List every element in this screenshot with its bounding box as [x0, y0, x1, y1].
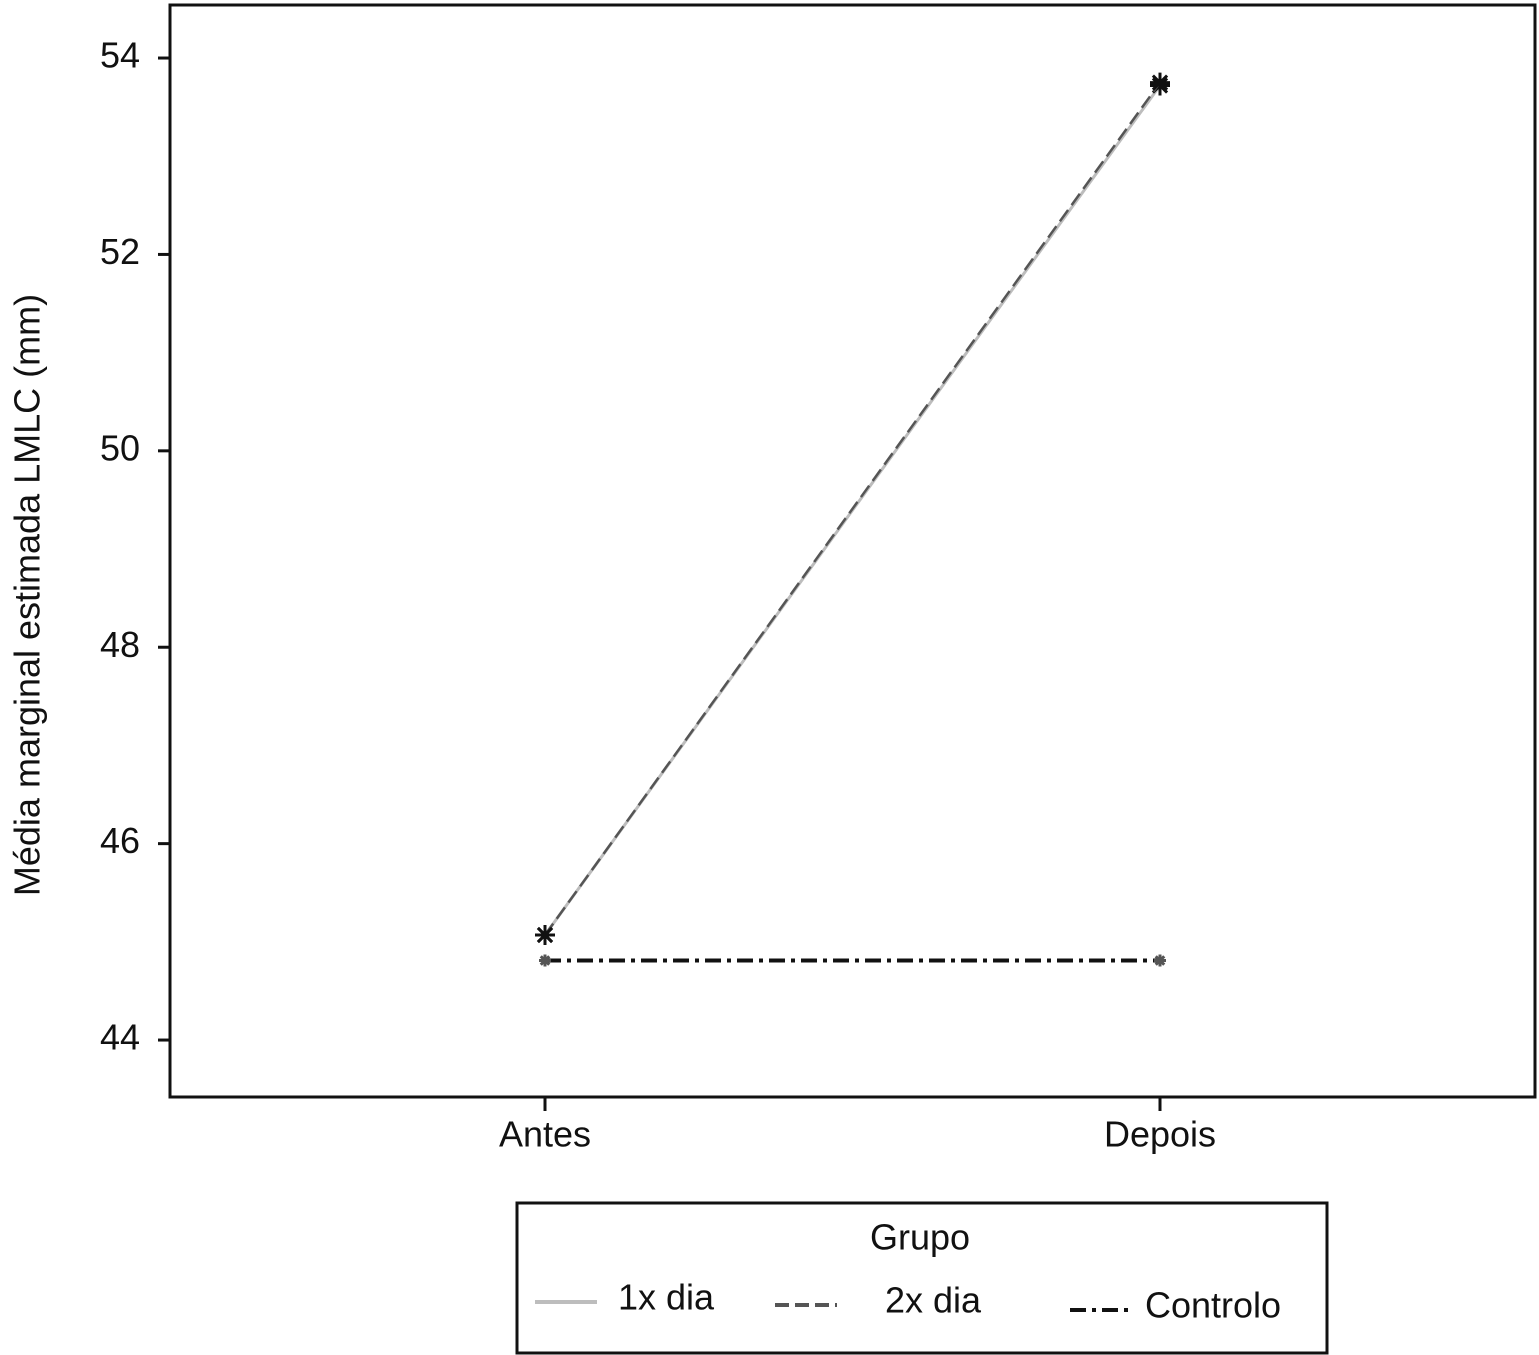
y-tick-label: 46: [100, 820, 140, 861]
point-marker: [539, 954, 551, 967]
y-tick-label: 54: [100, 35, 140, 76]
y-tick-label: 48: [100, 624, 140, 665]
y-tick-label: 44: [100, 1017, 140, 1058]
y-tick-label: 50: [100, 427, 140, 468]
legend-label: 2x dia: [885, 1280, 982, 1321]
legend-box: [515, 1201, 1329, 1355]
legend-label: Controlo: [1145, 1285, 1281, 1326]
point-marker: [1150, 72, 1170, 93]
point-marker: [1154, 954, 1166, 967]
y-tick-label: 52: [100, 231, 140, 272]
legend-title: Grupo: [870, 1217, 970, 1258]
plot-frame: [168, 3, 1537, 1099]
legend-label: 1x dia: [618, 1277, 715, 1318]
series-line: [543, 81, 1162, 936]
y-axis-label: Média marginal estimada LMLC (mm): [7, 294, 48, 896]
point-marker: [535, 924, 555, 945]
x-tick-label: Antes: [499, 1114, 591, 1155]
x-tick-label: Depois: [1104, 1114, 1216, 1155]
